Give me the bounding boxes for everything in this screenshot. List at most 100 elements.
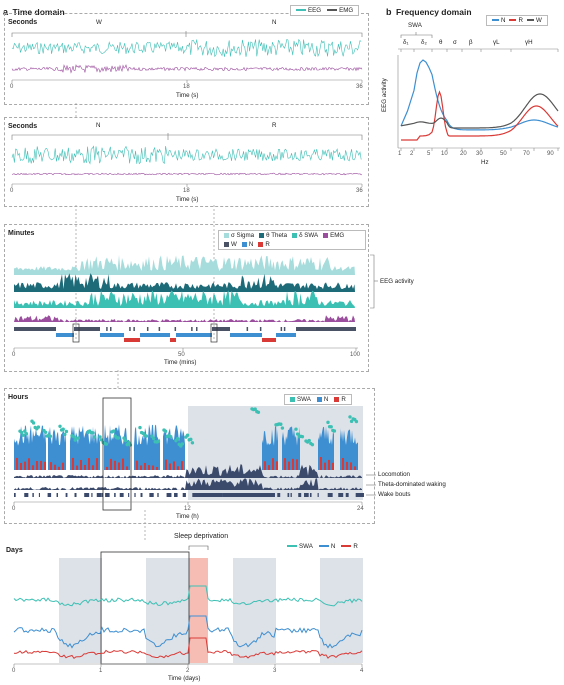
legend-r: R: [258, 241, 270, 248]
days-legend: SWA N R: [282, 542, 363, 551]
eeg-activity-label: EEG activity: [380, 278, 414, 285]
band-sigma: σ: [453, 39, 457, 46]
frequency-legend: N R W: [486, 15, 548, 26]
tick: 36: [356, 188, 363, 194]
swa-area: [14, 290, 355, 308]
nrem-line: [13, 615, 363, 649]
tick: 0: [10, 84, 14, 90]
seconds-panel-2: [4, 117, 369, 207]
sleep-deprivation-period: [189, 558, 208, 663]
y-axis-label: EEG activity: [381, 78, 388, 112]
minutes-legend: σ Sigma θ Theta δ SWA EMG W N R: [218, 230, 366, 250]
seconds-1-legend: EEG EMG: [290, 5, 360, 16]
legend-n: N: [241, 241, 253, 248]
legend-sigma: σ Sigma: [224, 232, 254, 239]
tick: 0: [10, 188, 14, 194]
seconds-2-title: Seconds: [8, 123, 38, 130]
legend-r: R: [341, 543, 358, 550]
tick: 70: [523, 151, 530, 157]
x-axis-label: Time (mins): [164, 359, 197, 366]
band-gamma-high: γH: [525, 39, 533, 46]
minutes-title: Minutes: [8, 230, 35, 237]
tick: 2: [186, 668, 190, 674]
tick: 10: [441, 151, 448, 157]
tick: 2: [410, 151, 414, 157]
tick: 90: [547, 151, 554, 157]
tick: 1: [99, 668, 103, 674]
wake-bouts-label: Wake bouts: [378, 491, 411, 498]
dark-phase: [59, 558, 102, 663]
locomotion-label: Locomotion: [378, 471, 410, 478]
days-title: Days: [6, 547, 23, 554]
tick: 1: [398, 151, 402, 157]
x-axis-label: Time (s): [176, 196, 199, 203]
legend-swa: SWA: [290, 396, 311, 403]
emg-trace-2: [11, 172, 363, 176]
theta-area: [14, 273, 355, 292]
x-axis-label: Time (days): [168, 675, 201, 682]
hypnogram: [14, 327, 356, 342]
zoom-box: [72, 323, 80, 343]
panel-b-letter: b: [386, 7, 392, 17]
tick: 0: [12, 668, 16, 674]
state-label-n: N: [272, 19, 277, 26]
sigma-area: [14, 255, 355, 275]
tick: 20: [460, 151, 467, 157]
tick: 0: [12, 352, 16, 358]
panel-a-header: a Time domain: [3, 2, 65, 20]
panel-b-title: Frequency domain: [395, 7, 472, 17]
legend-n: N: [316, 396, 328, 403]
legend-swa: δ SWA: [292, 232, 318, 239]
tick: 50: [500, 151, 507, 157]
legend-emg: EMG: [323, 232, 344, 239]
minutes-panel: [4, 224, 369, 372]
panel-b-header: b Frequency domain: [386, 2, 472, 20]
tick: 50: [178, 352, 185, 358]
legend-n: N: [492, 17, 505, 24]
legend-emg: EMG: [327, 7, 353, 14]
state-label-r: R: [272, 122, 277, 129]
dark-phase: [146, 558, 189, 663]
tick: 36: [356, 84, 363, 90]
swa-dots: [18, 407, 359, 448]
band-theta: θ: [439, 39, 443, 46]
state-label-n: N: [96, 122, 101, 129]
band-delta2: δ₂: [421, 39, 427, 46]
hours-legend: SWA N R: [284, 394, 352, 405]
eeg-trace-1: [11, 38, 362, 58]
hours-title: Hours: [8, 394, 29, 401]
legend-n: N: [318, 543, 335, 550]
wake-spectrum: [400, 93, 559, 129]
tick: 3: [273, 668, 277, 674]
tick: 4: [360, 668, 364, 674]
state-label-w: W: [96, 19, 102, 26]
state-bracket-1: [11, 32, 363, 37]
locomotion-area: [14, 464, 362, 478]
panel-a-title: Time domain: [12, 7, 65, 17]
tick: 100: [350, 352, 361, 358]
wake-bouts: [14, 493, 364, 497]
legend-r: R: [334, 396, 346, 403]
emg-trace-1: [11, 64, 363, 74]
swa-band-group-label: SWA: [408, 22, 422, 29]
zoom-box: [102, 397, 132, 511]
tick: 30: [476, 151, 483, 157]
band-delta1: δ₁: [403, 39, 409, 46]
x-axis-label: Time (h): [176, 513, 199, 520]
seconds-1-title: Seconds: [8, 19, 38, 26]
tick: 0: [12, 506, 16, 512]
band-beta: β: [469, 39, 473, 46]
legend-eeg: EEG: [296, 7, 321, 14]
tick: 5: [427, 151, 431, 157]
nrem-spectrum: [400, 59, 559, 131]
tick: 18: [183, 84, 190, 90]
eeg-trace-2: [11, 145, 362, 165]
x-axis-label: Hz: [481, 159, 489, 166]
